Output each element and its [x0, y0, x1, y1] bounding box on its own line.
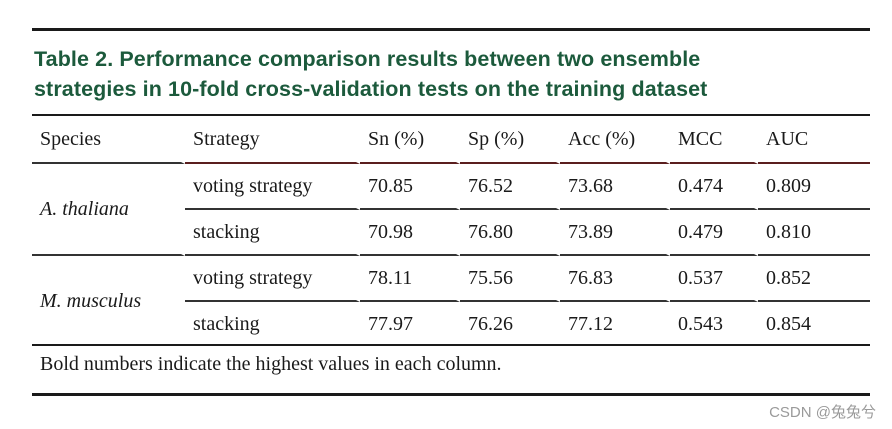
- column-header-mcc: MCC: [670, 116, 758, 164]
- table-header-row: Species Strategy Sn (%) Sp (%) Acc (%) M…: [32, 116, 870, 164]
- strategy-cell: stacking: [185, 210, 360, 256]
- sn-cell: 70.98: [360, 210, 460, 256]
- mcc-cell: 0.537: [670, 256, 758, 302]
- species-cell: A. thaliana: [32, 164, 185, 256]
- acc-cell: 73.89: [560, 210, 670, 256]
- column-header-sp: Sp (%): [460, 116, 560, 164]
- column-header-species: Species: [32, 116, 185, 164]
- performance-table: Species Strategy Sn (%) Sp (%) Acc (%) M…: [32, 116, 870, 346]
- sn-cell: 77.97: [360, 302, 460, 346]
- table-row: stacking 77.97 76.26 77.12 0.543 0.854: [32, 302, 870, 346]
- sp-cell: 76.80: [460, 210, 560, 256]
- sp-cell: 76.52: [460, 164, 560, 210]
- table-top-rule: [32, 28, 870, 31]
- column-header-sn: Sn (%): [360, 116, 460, 164]
- mcc-cell: 0.474: [670, 164, 758, 210]
- column-header-strategy: Strategy: [185, 116, 360, 164]
- auc-cell: 0.809: [758, 164, 870, 210]
- auc-cell: 0.810: [758, 210, 870, 256]
- sn-cell: 70.85: [360, 164, 460, 210]
- species-cell: M. musculus: [32, 256, 185, 346]
- sp-cell: 76.26: [460, 302, 560, 346]
- table-row: A. thaliana voting strategy 70.85 76.52 …: [32, 164, 870, 256]
- table-bottom-rule: [32, 344, 870, 346]
- caption-line-2: strategies in 10-fold cross-validation t…: [34, 77, 708, 101]
- column-header-acc: Acc (%): [560, 116, 670, 164]
- sn-cell: 78.11: [360, 256, 460, 302]
- table-row: M. musculus voting strategy 78.11 75.56 …: [32, 256, 870, 346]
- mcc-cell: 0.479: [670, 210, 758, 256]
- strategy-cell: stacking: [185, 302, 360, 346]
- mcc-cell: 0.543: [670, 302, 758, 346]
- strategy-cell: voting strategy: [185, 164, 360, 210]
- watermark-text: CSDN @兔兔兮: [769, 404, 876, 421]
- footnote-bottom-rule: [32, 393, 870, 396]
- auc-cell: 0.854: [766, 312, 811, 335]
- strategy-cell: voting strategy: [185, 256, 360, 302]
- sp-cell: 75.56: [460, 256, 560, 302]
- table-footnote: Bold numbers indicate the highest values…: [40, 353, 502, 375]
- table-caption: Table 2. Performance comparison results …: [34, 44, 864, 104]
- table-row: stacking 70.98 76.80 73.89 0.479 0.810: [32, 210, 870, 256]
- acc-cell: 77.12: [560, 302, 670, 346]
- caption-line-1: Table 2. Performance comparison results …: [34, 47, 701, 71]
- acc-cell: 76.83: [560, 256, 670, 302]
- acc-cell: 73.68: [560, 164, 670, 210]
- table-header-rule: [32, 114, 870, 116]
- column-header-auc: AUC: [758, 116, 870, 164]
- auc-cell: 0.852: [758, 256, 870, 302]
